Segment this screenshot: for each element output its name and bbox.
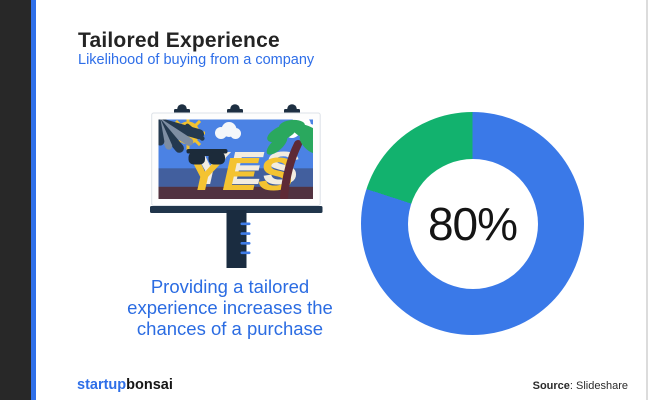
startupbonsai-logo: startupbonsai [77, 377, 173, 393]
right-edge-line [646, 0, 648, 400]
caption-line: chances of a purchase [136, 318, 324, 339]
corner-stripes-decoration [158, 119, 205, 153]
donut-center-label: 80% [427, 197, 518, 250]
source-label: Source [532, 380, 570, 392]
donut-chart: 80% [361, 112, 584, 335]
page-title: Tailored Experience [78, 29, 280, 52]
billboard-post-rungs [240, 222, 251, 255]
billboard-illustration: YES YES [150, 104, 323, 268]
billboard-post [226, 210, 247, 268]
palm-tree-icon [266, 119, 313, 199]
sunglasses-icon [186, 149, 228, 165]
caption-line: Providing a tailored [150, 276, 310, 297]
caption-line: experience increases the [127, 297, 333, 318]
billboard-ground [158, 186, 313, 199]
source-value: : Slideshare [569, 380, 628, 392]
logo-part-startup: startup [77, 377, 127, 393]
page-subtitle: Likelihood of buying from a company [78, 52, 315, 68]
sidebar-accent-line [31, 0, 36, 400]
billboard-sea [158, 168, 313, 187]
cloud-icon [215, 122, 241, 139]
left-sidebar [0, 0, 31, 400]
caption-text: Providing a tailored experience increase… [85, 276, 375, 339]
source-attribution: Source: Slideshare [533, 380, 628, 392]
billboard-crossbar [150, 206, 323, 213]
donut-chart-hole: 80% [407, 158, 538, 289]
logo-part-bonsai: bonsai [126, 377, 173, 393]
